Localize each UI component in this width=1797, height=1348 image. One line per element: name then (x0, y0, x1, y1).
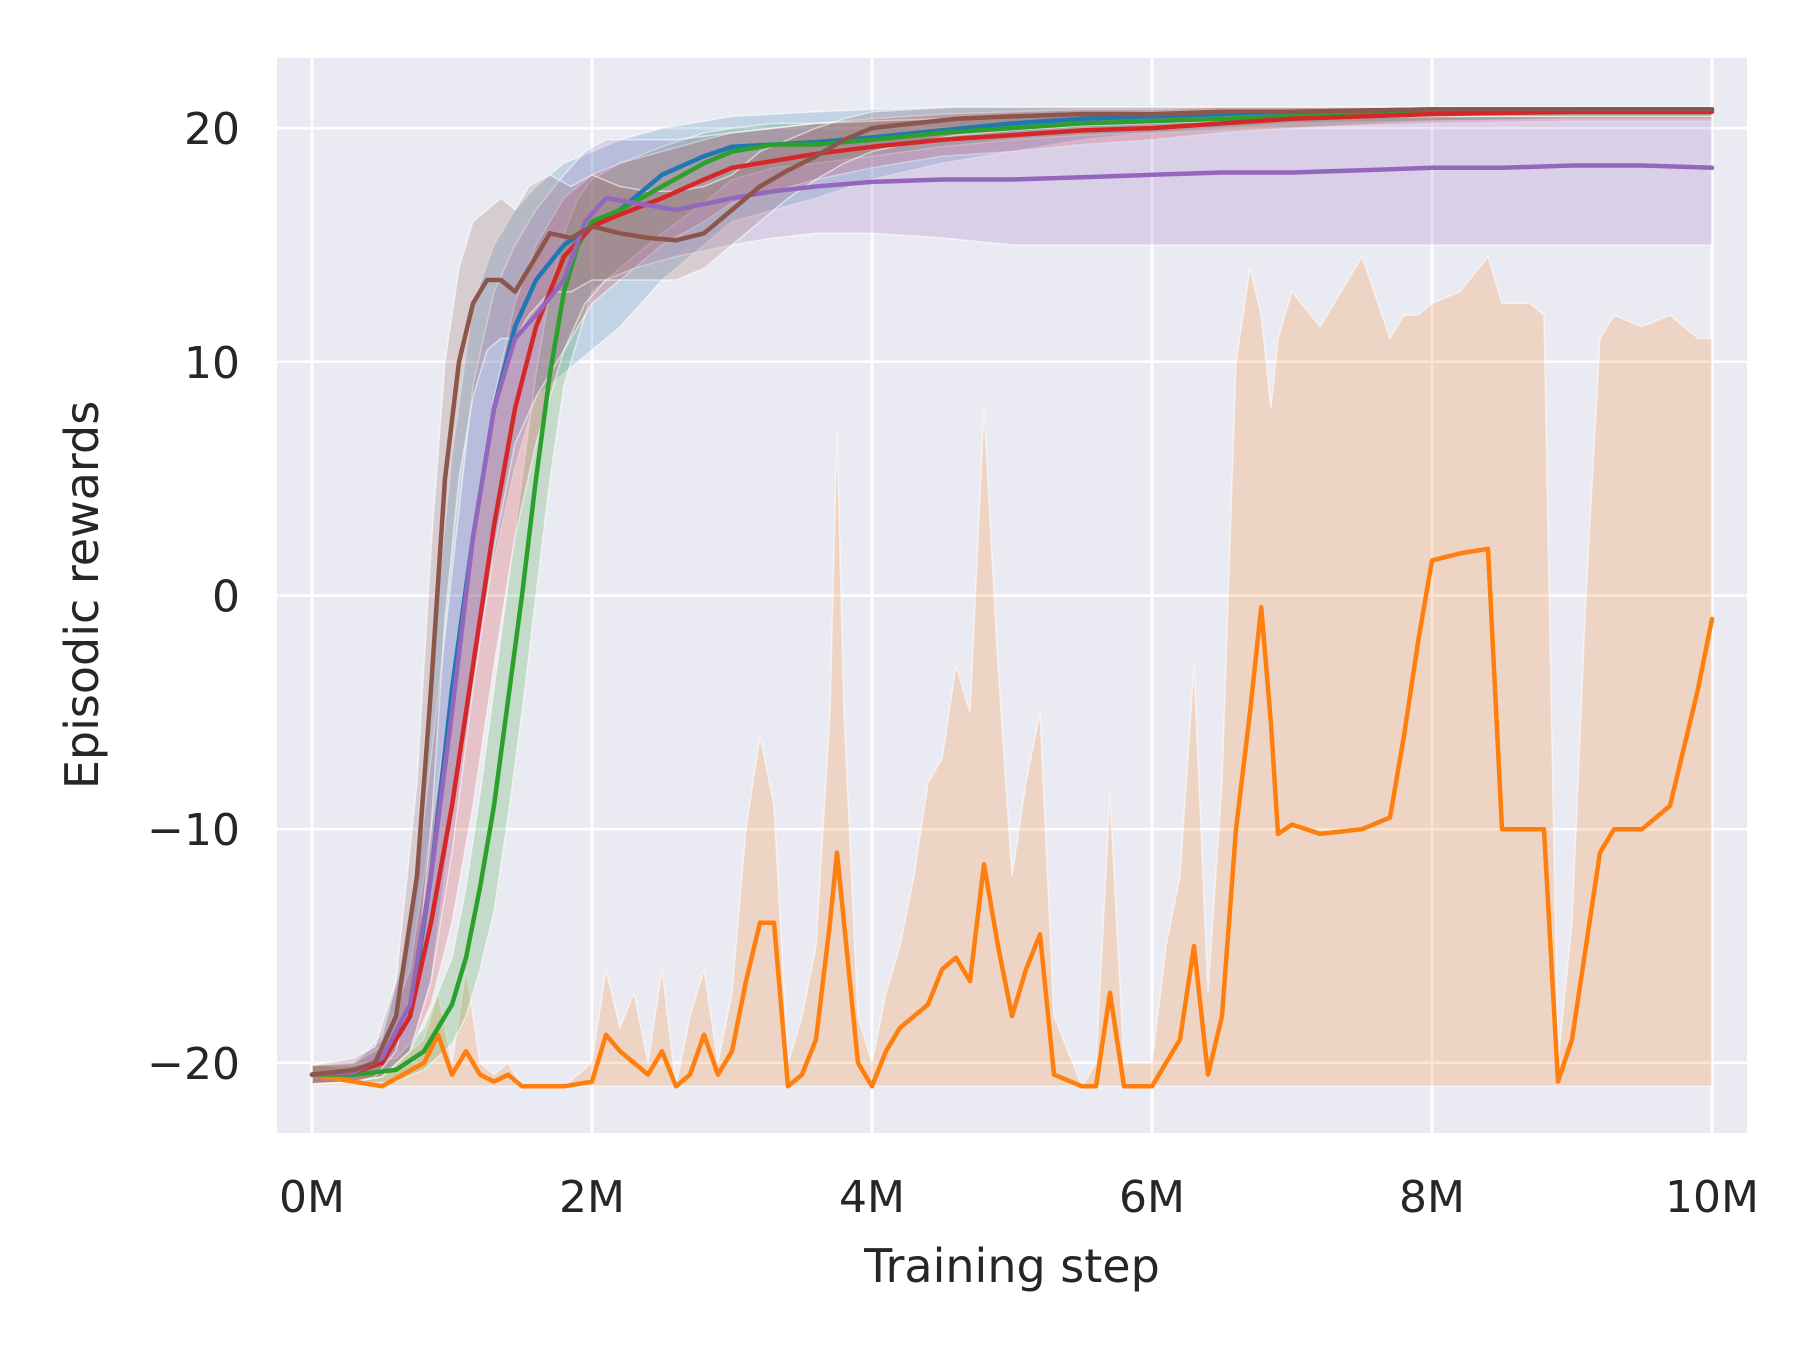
y-tick-label: 0 (212, 572, 240, 623)
x-tick-label: 4M (839, 1172, 905, 1223)
x-tick-label: 2M (559, 1172, 625, 1223)
y-tick-label: −10 (147, 805, 240, 856)
confidence-bands (311, 106, 1713, 1088)
y-tick-labels: −20 −10 0 10 20 (147, 104, 240, 1090)
band-purple (311, 115, 1713, 1085)
x-tick-label: 8M (1399, 1172, 1465, 1223)
x-tick-label: 0M (279, 1172, 345, 1223)
line-orange (309, 546, 1715, 1089)
y-tick-label: 20 (184, 104, 240, 155)
x-tick-label: 6M (1119, 1172, 1185, 1223)
series-lines (309, 107, 1715, 1089)
line-green (309, 107, 1715, 1077)
line-purple (309, 163, 1715, 1077)
x-axis-label: Training step (863, 1239, 1160, 1293)
line-brown (309, 107, 1715, 1077)
y-axis-label: Episodic rewards (55, 401, 109, 789)
band-orange (311, 254, 1713, 1088)
y-tick-label: −20 (147, 1039, 240, 1090)
x-tick-labels: 0M 2M 4M 6M 8M 10M (279, 1172, 1759, 1223)
x-tick-label: 10M (1665, 1172, 1759, 1223)
y-tick-label: 10 (184, 338, 240, 389)
line-red (309, 109, 1715, 1077)
